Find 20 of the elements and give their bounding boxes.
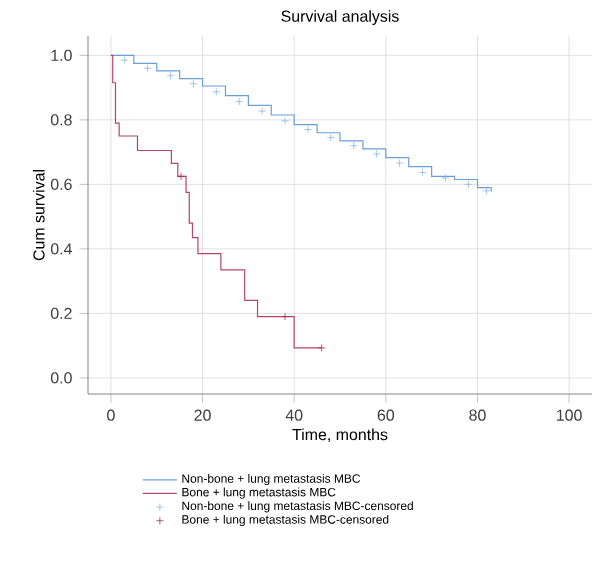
point xyxy=(212,87,221,96)
point xyxy=(189,79,198,88)
point xyxy=(177,172,185,181)
point xyxy=(482,186,491,195)
point xyxy=(349,141,358,150)
point xyxy=(281,312,290,321)
point xyxy=(326,133,335,142)
point xyxy=(143,64,152,73)
point xyxy=(166,71,175,80)
point xyxy=(303,125,312,134)
point xyxy=(235,97,244,106)
point xyxy=(464,180,473,189)
point xyxy=(120,56,129,65)
point xyxy=(258,107,267,116)
point xyxy=(281,116,290,125)
point xyxy=(372,150,381,159)
point xyxy=(395,159,404,168)
point xyxy=(418,168,427,177)
point xyxy=(441,173,450,182)
point xyxy=(317,343,326,352)
